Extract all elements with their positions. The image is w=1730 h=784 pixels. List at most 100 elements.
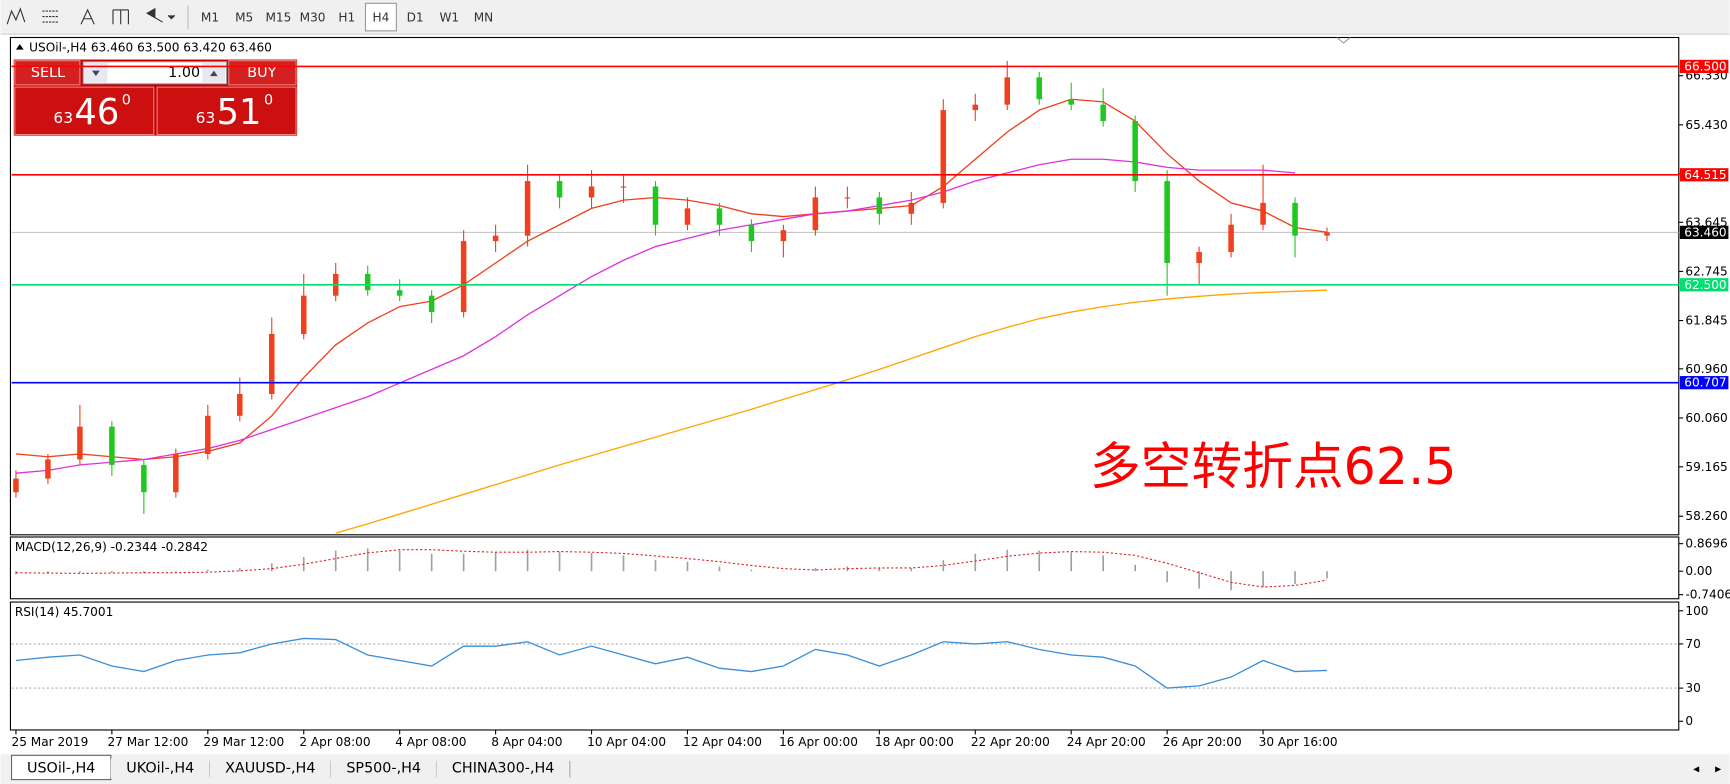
y-tick-label: 60.060 [1685, 411, 1727, 425]
text-icon[interactable] [80, 8, 95, 25]
candle-body [13, 478, 19, 493]
candle-body [1196, 252, 1202, 263]
y-tick-label: -0.7406 [1685, 588, 1730, 602]
candle-body [844, 197, 851, 199]
timeframe-button[interactable]: H4 [373, 11, 390, 25]
candle-body [780, 230, 787, 242]
candle-body [141, 464, 147, 493]
volume-value[interactable]: 1.00 [168, 65, 200, 81]
one-click-trading: SELL BUY 1.00 63 46 0 63 51 0 [13, 59, 298, 136]
candle-body [1100, 104, 1106, 122]
price-label: 66.500 [1684, 59, 1726, 73]
candle-body [1164, 181, 1170, 263]
current-price-label: 63.460 [1684, 225, 1726, 239]
candle-body [748, 224, 755, 242]
timeframe-button[interactable]: H1 [338, 11, 355, 25]
moving-average [15, 98, 1328, 461]
toolbar-icons [6, 5, 189, 29]
tab[interactable] [330, 758, 437, 779]
y-tick-label: 61.845 [1685, 314, 1727, 328]
timeframe-button[interactable]: M1 [201, 11, 219, 25]
x-tick-label: 8 Apr 04:00 [491, 735, 562, 749]
timeframe-button[interactable]: M15 [265, 11, 291, 25]
toolbar [0, 0, 1730, 35]
candle-body [45, 459, 51, 479]
candle-body [396, 290, 403, 296]
tab-label[interactable]: XAUUSD-,H4 [225, 761, 315, 777]
buy-price-box[interactable] [156, 86, 297, 136]
annotation: 多空转折点62.5 [1090, 437, 1457, 496]
price-label: 64.515 [1684, 168, 1726, 182]
timeframe-button[interactable]: D1 [407, 11, 424, 25]
tab[interactable] [436, 758, 570, 779]
tab-scroll-right[interactable]: ▸ [1715, 762, 1722, 776]
chart-icon[interactable] [6, 7, 26, 25]
x-tick-label: 27 Mar 12:00 [107, 735, 188, 749]
y-tick-label: 62.745 [1685, 264, 1727, 278]
indicator-title: MACD(12,26,9) -0.2344 -0.2842 [15, 540, 208, 554]
crosshair-icon[interactable] [42, 10, 58, 23]
candle-body [876, 197, 883, 214]
active-timeframe [364, 2, 397, 32]
y-tick-label: 59.165 [1685, 460, 1727, 474]
sell-label[interactable]: SELL [31, 65, 65, 81]
tab-label[interactable]: USOil-,H4 [27, 761, 95, 777]
price-label-box [1679, 278, 1729, 292]
price-label-box [1679, 168, 1729, 182]
sell-price-box[interactable] [14, 86, 155, 136]
price-label-box [1679, 59, 1729, 74]
tab-label[interactable]: CHINA300-,H4 [452, 761, 555, 777]
candle-body [524, 181, 531, 236]
x-tick-label: 26 Apr 20:00 [1163, 735, 1242, 749]
timeframe-button[interactable]: MN [474, 11, 494, 25]
candle-body [940, 110, 947, 203]
buy-label[interactable]: BUY [247, 65, 276, 81]
timeframe-button[interactable]: M30 [300, 11, 326, 25]
objects-icon[interactable] [146, 7, 176, 23]
volume-field[interactable] [82, 61, 228, 85]
tab[interactable] [110, 758, 210, 779]
x-tick-label: 25 Mar 2019 [12, 735, 89, 749]
x-tick-label: 22 Apr 20:00 [971, 735, 1050, 749]
y-tick-label: 100 [1685, 604, 1708, 618]
candle-body [556, 181, 563, 198]
candle-body [300, 295, 307, 334]
y-tick-label: 60.960 [1685, 362, 1727, 376]
timeframe-button[interactable]: M5 [235, 11, 253, 25]
collapse-icon[interactable] [15, 44, 24, 50]
rsi-line [15, 637, 1328, 689]
ask-sup: 0 [264, 92, 273, 108]
price-label-box [1679, 376, 1729, 390]
candle-body [620, 186, 627, 188]
candle-body [908, 202, 915, 214]
price-label: 60.707 [1684, 376, 1726, 390]
x-tick-label: 2 Apr 08:00 [299, 735, 370, 749]
candle-body [77, 426, 83, 460]
tab-label[interactable]: SP500-,H4 [346, 761, 421, 777]
candle-body [205, 415, 211, 455]
current-price-box [1679, 225, 1729, 239]
timeframe-button[interactable]: W1 [439, 11, 459, 25]
label-icon[interactable] [112, 9, 129, 25]
rsi-panel-frame [9, 601, 1680, 731]
tab-label[interactable]: UKOil-,H4 [126, 761, 194, 777]
x-tick-label: 30 Apr 16:00 [1259, 735, 1338, 749]
sell-button[interactable] [14, 60, 81, 86]
candle-body [460, 241, 467, 313]
shift-marker [1336, 37, 1351, 44]
x-tick-label: 16 Apr 00:00 [779, 735, 858, 749]
buy-button[interactable] [228, 60, 297, 86]
moving-average [335, 289, 1328, 534]
tab-scroll-left[interactable]: ◂ [1693, 762, 1700, 776]
candle-body [1068, 99, 1074, 105]
ask-main: 51 [217, 92, 262, 133]
y-tick-label: 0.8696 [1685, 537, 1727, 551]
ask-big: 63 [196, 109, 216, 127]
tab[interactable] [209, 758, 331, 779]
candle-body [237, 393, 243, 416]
bid-main: 46 [74, 92, 119, 133]
indicator-title: RSI(14) 45.7001 [15, 605, 113, 619]
candle-body [684, 208, 691, 225]
